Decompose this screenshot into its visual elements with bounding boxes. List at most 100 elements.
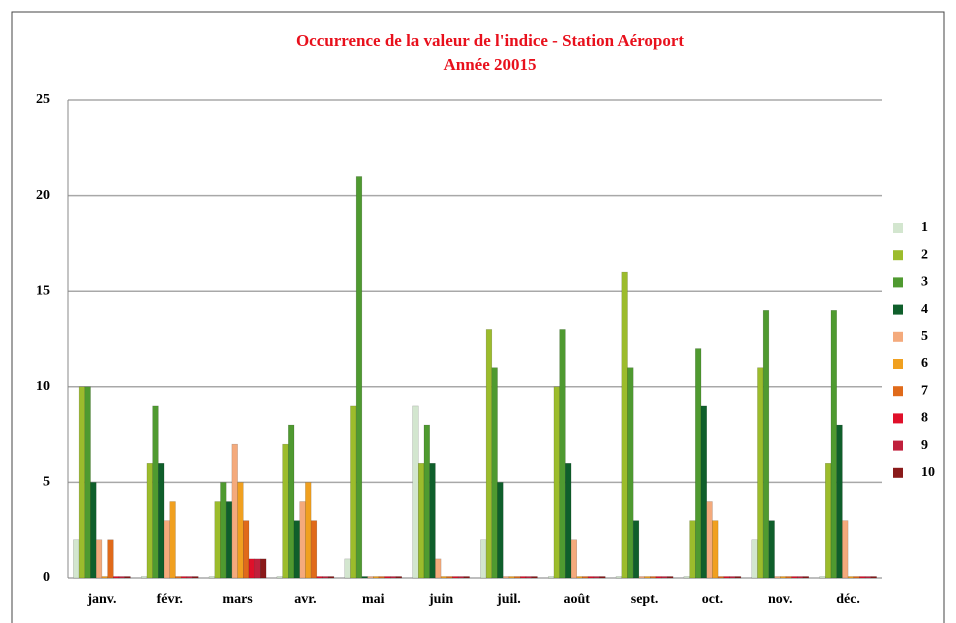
bar	[322, 576, 329, 579]
bar	[457, 576, 465, 579]
bar	[780, 576, 787, 579]
bar	[712, 520, 719, 579]
x-tick-label: oct.	[702, 592, 723, 607]
bar	[84, 386, 91, 579]
x-tick-label: mars	[222, 592, 253, 607]
bar	[627, 367, 634, 579]
legend-label: 2	[921, 247, 928, 262]
bar	[299, 501, 306, 579]
bar	[695, 348, 702, 579]
legend-label: 10	[921, 465, 935, 480]
bar	[175, 576, 182, 579]
bar	[124, 576, 131, 579]
bar	[734, 576, 742, 579]
bar	[118, 576, 125, 579]
bar	[797, 576, 804, 579]
bar	[310, 520, 318, 579]
x-tick-label: mai	[362, 592, 385, 607]
legend-swatch	[893, 331, 903, 342]
bar	[864, 576, 872, 579]
legend-label: 8	[921, 411, 928, 426]
bar	[706, 501, 713, 579]
bar	[870, 576, 877, 579]
legend-label: 5	[921, 329, 928, 344]
bar	[113, 576, 120, 579]
bar	[429, 463, 436, 579]
bar	[502, 576, 510, 579]
bar	[214, 501, 221, 579]
bar	[90, 482, 97, 579]
bar	[491, 367, 498, 579]
bar	[316, 576, 323, 579]
bar	[655, 576, 662, 579]
bar	[548, 576, 555, 579]
bar	[717, 576, 725, 579]
legend-swatch	[893, 250, 903, 261]
bar	[768, 520, 775, 579]
bar	[644, 576, 651, 579]
legend-swatch	[893, 386, 903, 397]
bar	[361, 576, 368, 579]
bar	[729, 576, 736, 579]
bar	[282, 443, 289, 579]
bar	[180, 576, 188, 579]
chart-title: Occurrence de la valeur de l'indice - St…	[296, 31, 684, 50]
bar	[243, 520, 250, 579]
y-tick-label: 20	[36, 188, 50, 203]
bar	[791, 576, 798, 579]
bar	[327, 576, 335, 579]
bar	[853, 576, 860, 579]
bar	[78, 386, 86, 579]
bar	[700, 405, 707, 579]
bar	[683, 576, 690, 579]
bar	[480, 539, 487, 579]
bar	[514, 576, 521, 579]
bar	[355, 176, 363, 579]
bar	[531, 576, 538, 579]
bar	[463, 576, 470, 579]
bar	[192, 576, 199, 579]
bar	[525, 576, 532, 579]
bar	[276, 576, 283, 579]
bar	[638, 576, 645, 579]
bar	[774, 576, 781, 579]
legend-label: 3	[921, 275, 928, 290]
bar	[485, 329, 493, 579]
y-tick-label: 0	[43, 570, 50, 585]
bar	[435, 558, 442, 579]
chart-subtitle: Année 20015	[443, 55, 536, 74]
legend-swatch	[893, 467, 903, 478]
bar	[842, 520, 849, 579]
y-tick-label: 10	[36, 379, 50, 394]
x-tick-label: juin	[428, 592, 453, 607]
legend-label: 9	[921, 438, 928, 453]
bar	[440, 576, 448, 579]
bar	[288, 424, 295, 579]
bar	[847, 576, 855, 579]
bar	[452, 576, 459, 579]
bar	[101, 576, 108, 579]
bar	[587, 576, 595, 579]
bar	[237, 482, 244, 579]
bar	[254, 558, 261, 579]
bar	[367, 576, 374, 579]
bar	[418, 463, 425, 579]
bar	[152, 405, 159, 579]
x-tick-label: nov.	[768, 592, 793, 607]
bar	[95, 539, 103, 579]
legend-label: 7	[921, 383, 928, 398]
bar	[802, 576, 809, 579]
legend-swatch	[893, 440, 903, 451]
bar	[73, 539, 80, 579]
bar	[146, 463, 153, 579]
bar	[305, 482, 312, 579]
bar	[650, 576, 657, 579]
legend-swatch	[893, 304, 903, 315]
legend-swatch	[893, 277, 903, 288]
y-tick-label: 5	[43, 475, 50, 490]
bar	[186, 576, 193, 579]
legend-swatch	[893, 359, 903, 369]
bar	[762, 310, 770, 579]
bar	[836, 424, 843, 579]
bar	[723, 576, 730, 579]
